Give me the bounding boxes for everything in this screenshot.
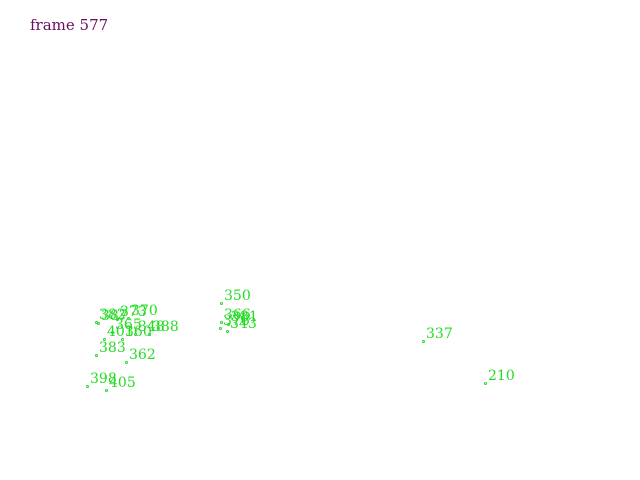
track-point-icon [111, 331, 114, 334]
track-marker: 373 [116, 305, 147, 321]
track-marker: 366 [220, 308, 251, 324]
track-marker: 387 [97, 309, 128, 325]
track-point-icon [422, 340, 425, 343]
track-point-icon [95, 354, 98, 357]
frame-label: frame 577 [30, 16, 109, 34]
track-marker: 388 [148, 320, 179, 336]
track-id-label: 370 [131, 303, 158, 319]
track-id-label: 373 [120, 304, 147, 320]
track-id-label: 376 [223, 313, 250, 329]
track-marker: 210 [484, 369, 515, 385]
track-marker: 405 [105, 376, 136, 392]
track-point-icon [227, 323, 230, 326]
track-point-icon [220, 321, 223, 324]
track-marker: 348 [134, 320, 165, 336]
track-point-icon [125, 361, 128, 364]
track-point-icon [121, 338, 124, 341]
track-id-label: 387 [101, 308, 128, 324]
track-id-label: 388 [152, 319, 179, 335]
track-id-label: 405 [109, 375, 136, 391]
track-id-label: 382 [99, 307, 126, 323]
track-point-icon [484, 382, 487, 385]
track-id-label: 401 [107, 324, 134, 340]
track-id-label: 350 [224, 288, 251, 304]
track-marker: 350 [220, 289, 251, 305]
track-marker: 376 [219, 314, 250, 330]
track-id-label: 348 [138, 319, 165, 335]
track-point-icon [105, 389, 108, 392]
track-id-label: 337 [426, 326, 453, 342]
track-point-icon [86, 385, 89, 388]
track-id-label: 381 [231, 309, 258, 325]
track-id-label: 362 [129, 347, 156, 363]
track-marker: 383 [95, 341, 126, 357]
track-marker: 343 [226, 317, 257, 333]
track-marker: 360 [121, 325, 152, 341]
track-point-icon [127, 317, 130, 320]
track-marker: 365 [111, 318, 142, 334]
track-id-label: 210 [488, 368, 515, 384]
track-point-icon [148, 333, 151, 336]
track-point-icon [134, 333, 137, 336]
track-id-label: 366 [224, 307, 251, 323]
track-marker: 370 [127, 304, 158, 320]
track-point-icon [103, 338, 106, 341]
track-id-label: 383 [99, 340, 126, 356]
track-marker: 337 [422, 327, 453, 343]
track-point-icon [97, 322, 100, 325]
track-point-icon [219, 327, 222, 330]
track-marker: 381 [227, 310, 258, 326]
track-id-label: 365 [115, 317, 142, 333]
track-id-label: 360 [125, 324, 152, 340]
track-point-icon [116, 318, 119, 321]
track-marker: 398 [86, 372, 117, 388]
track-marker: 401 [103, 325, 134, 341]
track-id-label: 343 [230, 316, 257, 332]
track-id-label: 398 [90, 371, 117, 387]
track-point-icon [226, 330, 229, 333]
track-marker: 362 [125, 348, 156, 364]
track-point-icon [220, 302, 223, 305]
